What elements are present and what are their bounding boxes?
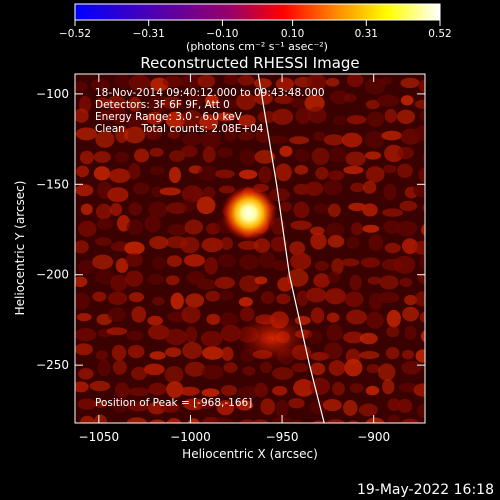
- x-axis-label: Heliocentric X (arcsec): [182, 447, 318, 461]
- info-line-detectors: Detectors: 3F 6F 9F, Att 0: [95, 99, 230, 111]
- colorbar-tick-label: 0.10: [281, 28, 304, 40]
- x-tick-label: −950: [266, 430, 299, 444]
- peak-position-label: Position of Peak = [-968,-166]: [95, 397, 252, 409]
- x-tick-label: −1000: [170, 430, 211, 444]
- y-axis-label: Heliocentric Y (arcsec): [13, 181, 27, 316]
- colorbar-ticks: −0.52 −0.31 −0.10 0.10 0.31 0.52: [59, 20, 452, 40]
- colorbar: [74, 3, 441, 21]
- solar-limb: [257, 74, 325, 423]
- footer-timestamp: 19-May-2022 16:18: [357, 482, 494, 498]
- colorbar-unit-label: (photons cm⁻² s⁻¹ asec⁻²): [186, 40, 328, 53]
- colorbar-tick-label: −0.52: [59, 28, 91, 40]
- y-tick-label: −100: [36, 87, 69, 101]
- peak-source: [221, 185, 278, 242]
- x-tick-label: −1050: [79, 430, 120, 444]
- info-line-energy: Energy Range: 3.0 - 6.0 keV: [95, 111, 243, 123]
- y-tick-label: −250: [36, 358, 69, 372]
- secondary-source: [238, 314, 307, 363]
- y-tick-label: −200: [36, 268, 69, 282]
- colorbar-tick-label: 0.31: [355, 28, 378, 40]
- plot-frame: [74, 73, 426, 424]
- axis-ticks: −1050 −1000 −950 −900 −100 −150 −200 −250: [36, 74, 425, 444]
- colorbar-tick-label: −0.10: [206, 28, 238, 40]
- y-tick-label: −150: [36, 177, 69, 191]
- info-line-time: 18-Nov-2014 09:40:12.000 to 09:43:48.000: [95, 87, 325, 99]
- colorbar-tick-label: −0.31: [133, 28, 165, 40]
- colorbar-tick-label: 0.52: [428, 28, 451, 40]
- x-tick-label: −900: [357, 430, 390, 444]
- image-area: [75, 74, 425, 423]
- chart-title: Reconstructed RHESSI Image: [140, 54, 359, 72]
- info-line-counts: Clean Total counts: 2.08E+04: [95, 123, 264, 135]
